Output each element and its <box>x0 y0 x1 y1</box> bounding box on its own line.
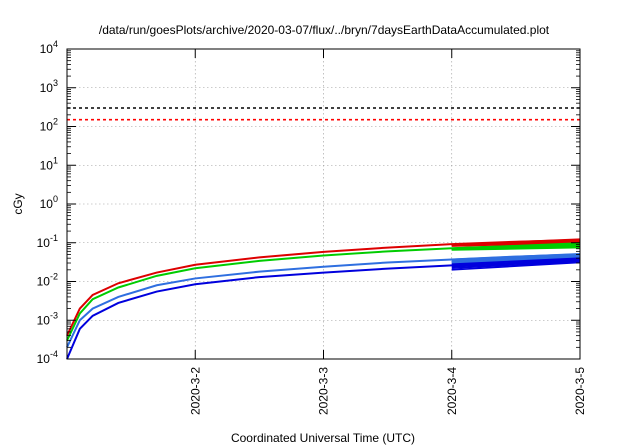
x-axis-label: Coordinated Universal Time (UTC) <box>231 431 415 445</box>
fan-series-line <box>451 261 581 271</box>
fan-series-line <box>451 258 581 267</box>
x-tick-label: 2020-3-3 <box>317 367 331 415</box>
y-tick-label: 10-3 <box>37 310 58 327</box>
y-tick-label: 10-2 <box>37 272 58 289</box>
y-tick-label: 103 <box>40 78 58 95</box>
y-tick-label: 102 <box>40 117 58 134</box>
y-axis-label: cGy <box>11 193 25 214</box>
threshold-lines <box>67 107 580 121</box>
y-tick-label: 10-1 <box>37 233 58 250</box>
y-tick-label: 104 <box>40 39 58 56</box>
chart-title: /data/run/goesPlots/archive/2020-03-07/f… <box>99 23 550 37</box>
fan-series-line <box>451 260 581 270</box>
fan-series-line <box>451 259 581 268</box>
fan-series-line <box>451 246 581 251</box>
fan-series-line <box>451 257 581 265</box>
x-tick-label: 2020-3-2 <box>188 367 202 415</box>
grid <box>67 49 580 359</box>
x-tick-label: 2020-3-5 <box>573 367 587 415</box>
fan-series-line <box>451 252 581 261</box>
y-tick-label: 100 <box>40 194 58 211</box>
y-tick-label: 101 <box>40 155 58 172</box>
fan-series-line <box>451 254 581 262</box>
fan-series-line <box>451 255 581 263</box>
x-axis: 2020-3-2 2020-3-3 2020-3-4 2020-3-5 <box>188 49 587 415</box>
plot-lines <box>66 238 581 360</box>
y-axis: 10-4 10-3 10-2 10-1 100 101 102 103 104 <box>37 39 580 366</box>
x-tick-label: 2020-3-4 <box>445 367 459 415</box>
fan-series-line <box>451 256 581 264</box>
y-tick-label: 10-4 <box>37 349 58 366</box>
